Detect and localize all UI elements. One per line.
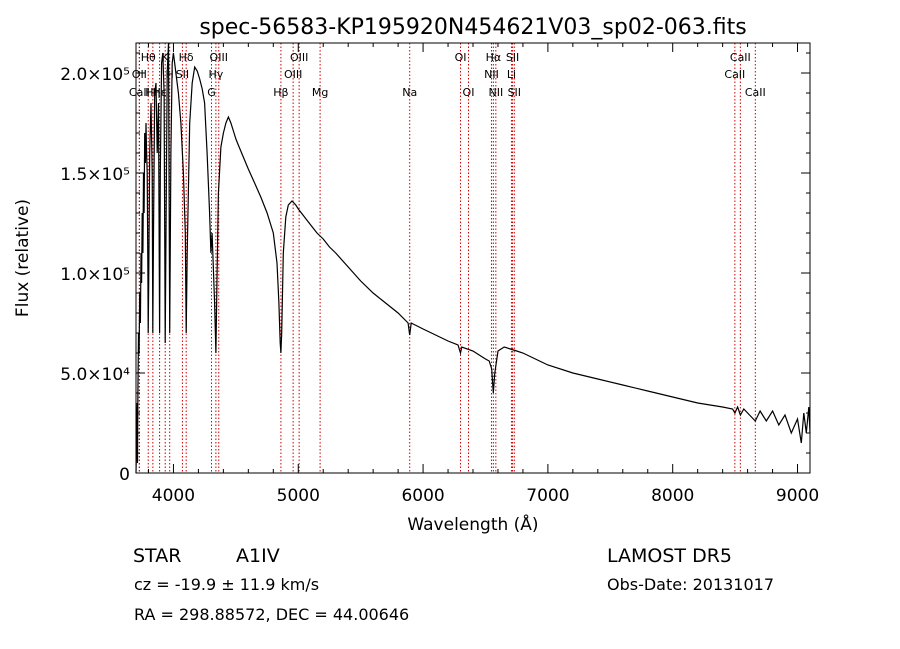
line-marker-label: Hα bbox=[486, 51, 502, 64]
line-marker-label: NII bbox=[484, 68, 499, 81]
line-marker-label: Hβ bbox=[273, 86, 288, 99]
line-marker-label: Hδ bbox=[179, 51, 194, 64]
line-marker-label: OII bbox=[132, 68, 147, 81]
plot-frame bbox=[135, 42, 811, 474]
y-tick-label: 2.0×10⁵ bbox=[60, 65, 130, 85]
x-axis-ticks: 4000 5000 6000 7000 8000 9000 bbox=[147, 43, 819, 506]
chart-title: spec-56583-KP195920N454621V03_sp02-063.f… bbox=[199, 15, 746, 40]
line-marker-label: OIII bbox=[210, 51, 228, 64]
line-marker-label: OIII bbox=[284, 68, 302, 81]
x-tick-label: 8000 bbox=[651, 486, 694, 506]
y-axis-label: Flux (relative) bbox=[13, 199, 33, 317]
obs-date-label: Obs-Date: 20131017 bbox=[607, 575, 774, 594]
line-marker-label: OI bbox=[463, 86, 475, 99]
line-marker-label: OI bbox=[455, 51, 467, 64]
line-marker-label: Li bbox=[507, 68, 516, 81]
line-marker-label: CaII bbox=[724, 68, 745, 81]
line-marker-label: CaII bbox=[730, 51, 751, 64]
x-tick-label: 7000 bbox=[526, 486, 569, 506]
coords-label: RA = 298.88572, DEC = 44.00646 bbox=[134, 605, 409, 624]
line-marker-label: G bbox=[207, 86, 216, 99]
y-axis-ticks: 0 5.0×10⁴ 1.0×10⁵ 1.5×10⁵ 2.0×10⁵ bbox=[60, 52, 810, 485]
line-marker-label: Mg bbox=[312, 86, 328, 99]
line-marker-label: Hγ bbox=[208, 68, 223, 81]
line-marker-label: OIII bbox=[290, 51, 308, 64]
survey-label: LAMOST DR5 bbox=[607, 545, 732, 567]
class-label: STAR bbox=[133, 545, 181, 567]
y-tick-label: 5.0×10⁴ bbox=[60, 365, 130, 385]
line-marker-label: SII bbox=[176, 68, 189, 81]
x-tick-label: 6000 bbox=[401, 486, 444, 506]
cz-label: cz = -19.9 ± 11.9 km/s bbox=[134, 575, 319, 594]
line-marker-label: CaII bbox=[745, 86, 766, 99]
subclass-label: A1IV bbox=[236, 545, 280, 567]
x-tick-label: 5000 bbox=[277, 486, 320, 506]
line-marker-label: NII bbox=[488, 86, 503, 99]
x-tick-label: 4000 bbox=[152, 486, 195, 506]
line-marker-label: SII bbox=[506, 51, 519, 64]
x-axis-label: Wavelength (Å) bbox=[407, 513, 538, 535]
x-tick-label: 9000 bbox=[776, 486, 819, 506]
spectrum-line bbox=[135, 42, 811, 474]
y-tick-label: 0 bbox=[119, 465, 130, 485]
line-marker-label: K bbox=[162, 51, 170, 64]
y-tick-label: 1.5×10⁵ bbox=[60, 165, 130, 185]
line-marker-label: H bbox=[166, 68, 174, 81]
line-marker-label: Na bbox=[402, 86, 417, 99]
line-marker-label: Hθ bbox=[141, 51, 156, 64]
y-tick-label: 1.0×10⁵ bbox=[60, 265, 130, 285]
line-marker-label: SII bbox=[508, 86, 521, 99]
line-markers bbox=[138, 43, 756, 473]
